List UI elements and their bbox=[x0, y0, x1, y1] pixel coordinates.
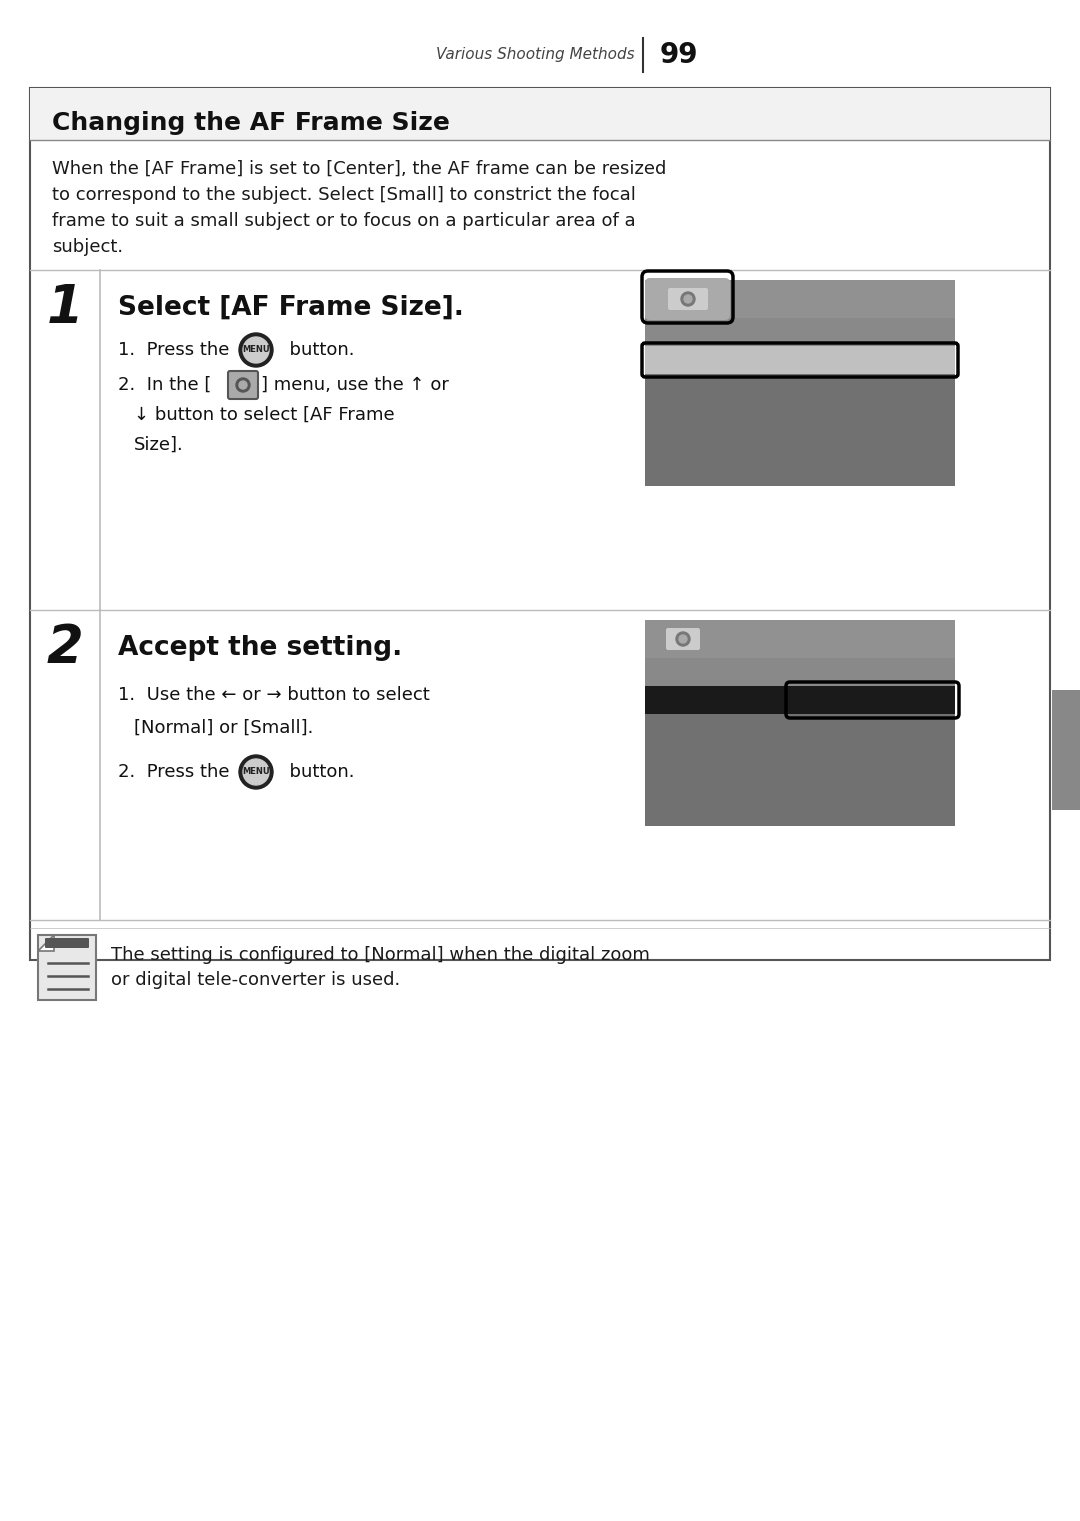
Text: Select [AF Frame Size].: Select [AF Frame Size]. bbox=[118, 295, 464, 321]
FancyBboxPatch shape bbox=[38, 935, 96, 999]
Text: ↓ button to select [AF Frame: ↓ button to select [AF Frame bbox=[134, 406, 394, 424]
Text: AF Frame Size: AF Frame Size bbox=[653, 353, 767, 368]
Text: On Off: On Off bbox=[880, 777, 930, 791]
FancyBboxPatch shape bbox=[645, 770, 955, 799]
Circle shape bbox=[684, 295, 692, 303]
FancyBboxPatch shape bbox=[645, 742, 955, 770]
Circle shape bbox=[237, 379, 249, 392]
FancyBboxPatch shape bbox=[645, 713, 955, 742]
Text: MENU: MENU bbox=[242, 345, 270, 354]
Text: !!: !! bbox=[778, 291, 793, 307]
Text: AF Frame Size: AF Frame Size bbox=[653, 692, 767, 707]
Text: 2.  Press the: 2. Press the bbox=[118, 764, 229, 780]
Text: Cc: Cc bbox=[914, 465, 930, 479]
Circle shape bbox=[239, 380, 247, 389]
Text: or digital tele-converter is used.: or digital tele-converter is used. bbox=[111, 970, 401, 989]
Text: Standard: Standard bbox=[863, 380, 930, 395]
Text: On Off: On Off bbox=[880, 409, 930, 423]
Text: º□: º□ bbox=[845, 631, 866, 646]
Text: The setting is configured to [Normal] when the digital zoom: The setting is configured to [Normal] wh… bbox=[111, 946, 650, 964]
FancyBboxPatch shape bbox=[645, 402, 955, 430]
FancyBboxPatch shape bbox=[1052, 691, 1080, 811]
Text: button.: button. bbox=[278, 341, 354, 359]
Text: MENU: MENU bbox=[242, 768, 270, 777]
Text: Normal: Normal bbox=[877, 353, 930, 368]
FancyBboxPatch shape bbox=[645, 621, 955, 826]
Text: Red-Eye: Red-Eye bbox=[653, 437, 712, 452]
Text: AF Frame: AF Frame bbox=[653, 665, 720, 678]
Text: !!: !! bbox=[778, 630, 793, 648]
FancyBboxPatch shape bbox=[30, 88, 1050, 140]
Text: Red-Eye: Red-Eye bbox=[653, 777, 712, 791]
Text: Standard: Standard bbox=[863, 721, 930, 735]
FancyBboxPatch shape bbox=[645, 458, 955, 487]
Text: Self-timer: Self-timer bbox=[653, 805, 737, 818]
Circle shape bbox=[243, 338, 269, 364]
Text: 1: 1 bbox=[46, 281, 83, 335]
FancyBboxPatch shape bbox=[645, 374, 955, 402]
Text: [Normal] or [Small].: [Normal] or [Small]. bbox=[134, 719, 313, 738]
Polygon shape bbox=[38, 935, 54, 951]
FancyBboxPatch shape bbox=[645, 686, 955, 713]
Text: Digital Zoom: Digital Zoom bbox=[653, 721, 754, 735]
Text: Self-timer: Self-timer bbox=[653, 465, 737, 479]
FancyBboxPatch shape bbox=[666, 628, 700, 649]
Text: Changing the AF Frame Size: Changing the AF Frame Size bbox=[52, 111, 450, 135]
Text: Size].: Size]. bbox=[134, 437, 184, 453]
Circle shape bbox=[681, 292, 696, 306]
Text: Slow Synchro: Slow Synchro bbox=[653, 409, 754, 423]
FancyBboxPatch shape bbox=[645, 799, 955, 826]
Text: Slow Synchro: Slow Synchro bbox=[653, 748, 754, 764]
Text: º□: º□ bbox=[845, 292, 866, 307]
Text: On Off: On Off bbox=[880, 437, 930, 452]
Text: 1.  Use the ← or → button to select: 1. Use the ← or → button to select bbox=[118, 686, 430, 704]
Text: Center: Center bbox=[880, 325, 930, 339]
Text: Digital Zoom: Digital Zoom bbox=[653, 380, 754, 395]
Text: ►: ► bbox=[940, 668, 947, 677]
FancyBboxPatch shape bbox=[645, 345, 955, 374]
Circle shape bbox=[239, 333, 273, 367]
FancyBboxPatch shape bbox=[645, 278, 730, 319]
Text: Center: Center bbox=[880, 665, 930, 678]
Text: frame to suit a small subject or to focus on a particular area of a: frame to suit a small subject or to focu… bbox=[52, 211, 636, 230]
Text: Accept the setting.: Accept the setting. bbox=[118, 634, 402, 662]
Text: ►: ► bbox=[940, 722, 947, 733]
FancyBboxPatch shape bbox=[45, 938, 89, 948]
Text: When the [AF Frame] is set to [Center], the AF frame can be resized: When the [AF Frame] is set to [Center], … bbox=[52, 160, 666, 178]
FancyBboxPatch shape bbox=[228, 371, 258, 399]
Circle shape bbox=[679, 634, 687, 643]
FancyBboxPatch shape bbox=[645, 280, 955, 318]
Text: ►: ► bbox=[940, 354, 947, 365]
Text: Cc: Cc bbox=[914, 805, 930, 818]
Text: 2: 2 bbox=[46, 622, 83, 674]
Text: Normal: Normal bbox=[877, 692, 930, 707]
Text: ] menu, use the ↑ or: ] menu, use the ↑ or bbox=[261, 376, 449, 394]
FancyBboxPatch shape bbox=[645, 280, 955, 487]
Text: subject.: subject. bbox=[52, 237, 123, 256]
Circle shape bbox=[243, 759, 269, 785]
FancyBboxPatch shape bbox=[645, 621, 955, 659]
Text: 2.  In the [: 2. In the [ bbox=[118, 376, 212, 394]
Text: ►: ► bbox=[940, 383, 947, 392]
Text: 1.  Press the: 1. Press the bbox=[118, 341, 229, 359]
FancyBboxPatch shape bbox=[30, 88, 1050, 960]
Text: AF Frame: AF Frame bbox=[653, 325, 720, 339]
Text: 99: 99 bbox=[660, 41, 699, 68]
Circle shape bbox=[676, 633, 690, 646]
Text: button.: button. bbox=[278, 764, 354, 780]
Text: On Off: On Off bbox=[880, 748, 930, 764]
Circle shape bbox=[239, 754, 273, 789]
Text: Various Shooting Methods: Various Shooting Methods bbox=[436, 47, 635, 62]
FancyBboxPatch shape bbox=[645, 318, 955, 345]
FancyBboxPatch shape bbox=[669, 287, 708, 310]
Text: ►: ► bbox=[940, 327, 947, 338]
Text: ►: ► bbox=[940, 695, 947, 706]
FancyBboxPatch shape bbox=[645, 659, 955, 686]
FancyBboxPatch shape bbox=[645, 430, 955, 458]
Text: to correspond to the subject. Select [Small] to constrict the focal: to correspond to the subject. Select [Sm… bbox=[52, 186, 636, 204]
